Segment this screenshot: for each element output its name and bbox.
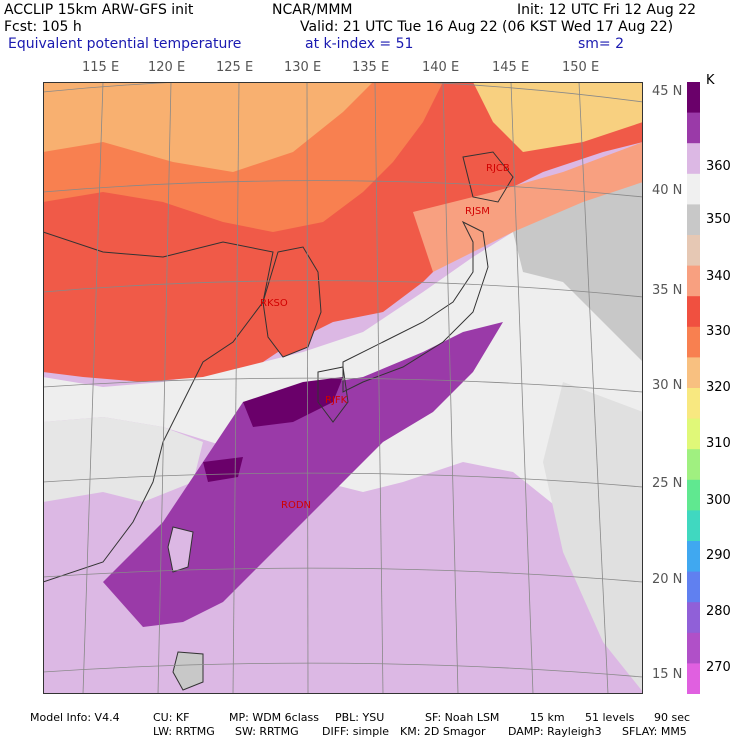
korean-peninsula: [262, 246, 322, 358]
footer-item: SW: RRTMG: [235, 725, 299, 738]
colorbar-segment: [687, 296, 700, 328]
footer-item: DAMP: Rayleigh3: [508, 725, 602, 738]
colorbar-tick-label: 320: [706, 380, 731, 395]
lon-label: 150 E: [562, 60, 600, 75]
colorbar-segment: [687, 204, 700, 236]
lon-label: 125 E: [216, 60, 254, 75]
colorbar-unit: K: [706, 73, 715, 88]
lon-label: 130 E: [284, 60, 322, 75]
lat-label: 45 N: [652, 84, 683, 99]
lon-label: 145 E: [492, 60, 530, 75]
footer-item: 51 levels: [585, 711, 635, 724]
valid-time: Valid: 21 UTC Tue 16 Aug 22 (06 KST Wed …: [300, 19, 674, 35]
lon-label: 140 E: [422, 60, 460, 75]
colorbar-tick-label: 310: [706, 436, 731, 451]
footer-item: PBL: YSU: [335, 711, 385, 724]
light-orange-region: [43, 82, 373, 172]
colorbar-tick-label: 270: [706, 660, 731, 675]
taiwan: [167, 526, 194, 573]
footer-item: Model Info: V4.4: [30, 711, 120, 724]
station-label: RODN: [281, 500, 311, 511]
colorbar-tick-label: 360: [706, 159, 731, 174]
colorbar-tick-label: 280: [706, 604, 731, 619]
field-name: Equivalent potential temperature: [8, 36, 242, 52]
colorbar-segment: [687, 143, 700, 175]
lat-label: 35 N: [652, 283, 683, 298]
colorbar-tick-label: 330: [706, 324, 731, 339]
colorbar-segment: [687, 632, 700, 664]
colorbar-segment: [687, 541, 700, 573]
station-label: RJFK: [325, 395, 348, 406]
kyushu: [317, 366, 349, 423]
lat-label: 30 N: [652, 378, 683, 393]
lon-label: 115 E: [82, 60, 120, 75]
institution: NCAR/MMM: [272, 2, 353, 18]
colorbar-segment: [687, 388, 700, 420]
map-frame: [43, 82, 643, 694]
china-coast: [43, 231, 274, 583]
footer-item: 90 sec: [654, 711, 691, 724]
colorbar-segment: [687, 663, 700, 694]
footer-item: 15 km: [530, 711, 565, 724]
colorbar-segment: [687, 510, 700, 542]
luzon: [172, 651, 204, 691]
colorbar-segment: [687, 265, 700, 297]
footer-item: SFLAY: MM5: [622, 725, 687, 738]
colorbar-segment: [687, 449, 700, 481]
model-title: ACCLIP 15km ARW-GFS init: [4, 2, 194, 18]
colorbar: [687, 82, 700, 694]
init-time: Init: 12 UTC Fri 12 Aug 22: [517, 2, 697, 18]
forecast-hour: Fcst: 105 h: [4, 19, 82, 35]
yellow-region: [473, 82, 643, 152]
footer-item: SF: Noah LSM: [425, 711, 500, 724]
lat-label: 40 N: [652, 183, 683, 198]
grey-band-west: [43, 417, 203, 502]
colorbar-segment: [687, 82, 700, 114]
grey-band-northeast: [513, 172, 643, 362]
colorbar-segment: [687, 235, 700, 267]
colorbar-segment: [687, 326, 700, 358]
hokkaido: [462, 151, 514, 203]
salmon-band: [413, 142, 643, 272]
colorbar-segment: [687, 112, 700, 144]
japan-main: [342, 220, 489, 393]
graticule: [43, 82, 643, 694]
colorbar-segment: [687, 173, 700, 205]
smoothing: sm= 2: [578, 36, 625, 52]
colorbar-segment: [687, 418, 700, 450]
colorbar-segment: [687, 571, 700, 603]
station-label: RJSM: [465, 206, 490, 217]
theta-e-map: RJCB RJSM RKSO RJFK RODN: [43, 82, 643, 694]
station-label: RKSO: [260, 298, 288, 309]
footer-item: KM: 2D Smagor: [400, 725, 486, 738]
colorbar-tick-label: 300: [706, 493, 731, 508]
lat-label: 15 N: [652, 667, 683, 682]
footer-item: MP: WDM 6class: [229, 711, 319, 724]
footer-item: LW: RRTMG: [153, 725, 215, 738]
station-label: RJCB: [486, 163, 510, 174]
footer-item: CU: KF: [153, 711, 190, 724]
colorbar-tick-label: 290: [706, 548, 731, 563]
lat-label: 25 N: [652, 476, 683, 491]
grey-band-east: [543, 382, 643, 692]
lon-label: 120 E: [148, 60, 186, 75]
dark-purple-patch: [203, 457, 243, 482]
lon-label: 135 E: [352, 60, 390, 75]
purple-tongue: [103, 322, 503, 627]
footer-item: DIFF: simple: [322, 725, 390, 738]
model-level: at k-index = 51: [305, 36, 414, 52]
colorbar-segment: [687, 357, 700, 389]
colorbar-tick-label: 350: [706, 212, 731, 227]
colorbar-segment: [687, 479, 700, 511]
colorbar-segment: [687, 602, 700, 634]
lat-label: 20 N: [652, 572, 683, 587]
colorbar-tick-label: 340: [706, 269, 731, 284]
